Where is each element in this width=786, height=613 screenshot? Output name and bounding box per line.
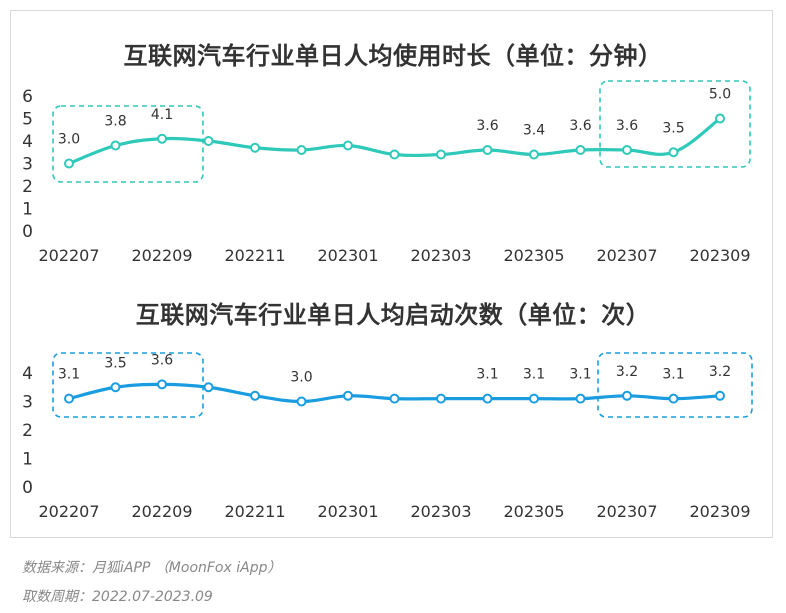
- data-label: 3.5: [104, 355, 126, 371]
- x-tick-label: 202307: [596, 502, 657, 521]
- data-point: [436, 393, 446, 404]
- data-label: 3.4: [523, 123, 545, 139]
- highlight-box: [52, 352, 204, 418]
- x-tick-label: 202303: [410, 502, 471, 521]
- data-point: [110, 140, 121, 151]
- y-tick-label: 0: [22, 478, 33, 498]
- data-point: [296, 145, 307, 155]
- data-point: [157, 379, 167, 390]
- highlight-box: [52, 105, 204, 183]
- data-point: [482, 393, 493, 404]
- data-point: [715, 113, 725, 124]
- x-tick-label: 202209: [131, 246, 192, 265]
- data-source-note: 数据来源：月狐iAPP （MoonFox iApp）: [22, 560, 282, 576]
- x-tick-label: 202301: [317, 502, 378, 521]
- y-tick-label: 2: [22, 421, 33, 441]
- highlight-box: [599, 80, 751, 168]
- data-point: [715, 390, 725, 401]
- data-label: 3.2: [709, 364, 731, 380]
- data-label: 3.6: [151, 352, 173, 368]
- data-point: [668, 147, 679, 158]
- chart-title-usage-duration: 互联网汽车行业单日人均使用时长（单位：分钟）: [123, 42, 663, 70]
- x-tick-label: 202301: [317, 246, 378, 265]
- data-point: [203, 136, 214, 146]
- x-tick-label: 202207: [38, 502, 99, 521]
- y-tick-label: 5: [22, 110, 33, 130]
- data-point: [343, 140, 353, 151]
- data-point: [343, 390, 353, 401]
- data-point: [250, 142, 260, 153]
- y-tick-label: 1: [22, 200, 33, 220]
- highlight-box: [597, 352, 753, 418]
- data-point: [389, 393, 400, 404]
- data-point: [482, 145, 493, 155]
- chart-title-launch-count: 互联网汽车行业单日人均启动次数（单位：次）: [135, 301, 651, 329]
- data-point: [436, 149, 446, 160]
- data-point: [203, 382, 214, 393]
- x-tick-label: 202305: [503, 502, 564, 521]
- data-label: 3.6: [569, 118, 591, 134]
- data-point: [296, 396, 307, 407]
- x-tick-label: 202303: [410, 246, 471, 265]
- x-tick-label: 202309: [689, 502, 750, 521]
- x-tick-label: 202211: [224, 246, 285, 265]
- data-point: [529, 393, 539, 404]
- data-label: 3.1: [476, 367, 498, 383]
- y-tick-label: 3: [22, 393, 33, 413]
- data-label: 3.8: [104, 114, 126, 130]
- chart-launch-count: 0 1 2 3 4 202207 202209 202211 202301 202303 20230…: [22, 352, 753, 521]
- y-tick-label: 2: [22, 177, 33, 197]
- y-tick-label: 4: [22, 132, 33, 152]
- data-point: [575, 145, 586, 155]
- data-period-note: 取数周期：2022.07-2023.09: [22, 589, 213, 605]
- data-label: 3.0: [290, 370, 312, 386]
- data-label: 5.0: [709, 87, 731, 103]
- chart-usage-duration: 01 23 45 6 202207 202209 202211 202301 202303 202…: [22, 80, 751, 265]
- data-label: 3.1: [569, 367, 591, 383]
- data-label: 3.6: [476, 118, 498, 134]
- data-point: [64, 393, 74, 404]
- data-label: 3.1: [662, 367, 684, 383]
- data-point: [622, 390, 632, 401]
- y-tick-label: 1: [22, 450, 33, 470]
- data-label: 3.1: [58, 367, 80, 383]
- y-tick-label: 0: [22, 222, 33, 242]
- x-tick-label: 202207: [38, 246, 99, 265]
- x-tick-label: 202209: [131, 502, 192, 521]
- x-tick-label: 202307: [596, 246, 657, 265]
- data-point: [575, 393, 586, 404]
- data-label: 3.0: [58, 132, 80, 148]
- data-label: 3.2: [616, 364, 638, 380]
- data-point: [389, 149, 400, 160]
- data-point: [250, 390, 260, 401]
- data-point: [529, 149, 539, 160]
- x-tick-label: 202305: [503, 246, 564, 265]
- x-tick-label: 202309: [689, 246, 750, 265]
- data-point: [622, 145, 632, 155]
- y-tick-label: 6: [22, 87, 33, 107]
- chart-frame: [10, 10, 773, 538]
- data-point: [110, 382, 121, 393]
- data-label: 3.1: [523, 367, 545, 383]
- y-tick-label: 3: [22, 155, 33, 175]
- x-tick-label: 202211: [224, 502, 285, 521]
- y-tick-label: 4: [22, 364, 33, 384]
- data-point: [64, 158, 74, 169]
- data-point: [157, 133, 167, 144]
- data-label: 3.6: [616, 118, 638, 134]
- data-point: [668, 393, 679, 404]
- data-label: 3.5: [662, 120, 684, 136]
- data-label: 4.1: [151, 107, 173, 123]
